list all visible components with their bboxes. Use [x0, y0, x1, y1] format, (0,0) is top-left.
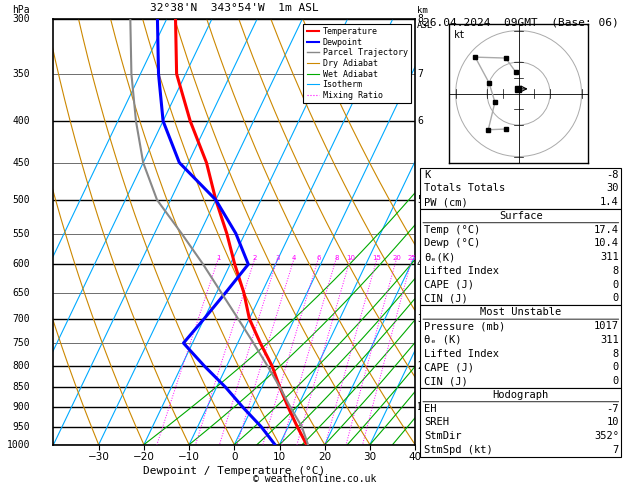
Text: Lifted Index: Lifted Index	[424, 348, 499, 359]
Text: CIN (J): CIN (J)	[424, 294, 468, 303]
Text: Lifted Index: Lifted Index	[424, 266, 499, 276]
Text: Dewp (°C): Dewp (°C)	[424, 239, 480, 248]
Text: K: K	[424, 170, 430, 179]
Text: © weatheronline.co.uk: © weatheronline.co.uk	[253, 473, 376, 484]
Text: Temp (°C): Temp (°C)	[424, 225, 480, 235]
Text: 300: 300	[13, 15, 30, 24]
Text: km: km	[417, 6, 428, 15]
Text: 7: 7	[417, 69, 423, 79]
Text: 550: 550	[13, 228, 30, 239]
Text: 650: 650	[13, 288, 30, 297]
Text: 2: 2	[253, 255, 257, 261]
Text: 15: 15	[372, 255, 382, 261]
Text: CAPE (J): CAPE (J)	[424, 363, 474, 372]
Text: LCL: LCL	[417, 403, 432, 412]
Text: 3: 3	[276, 255, 280, 261]
Text: 8: 8	[613, 348, 619, 359]
Text: 1: 1	[216, 255, 221, 261]
Text: 352°: 352°	[594, 431, 619, 441]
Text: StmDir: StmDir	[424, 431, 462, 441]
Text: ASL: ASL	[417, 21, 433, 30]
Text: 950: 950	[13, 421, 30, 432]
Text: kt: kt	[454, 30, 465, 40]
Text: Totals Totals: Totals Totals	[424, 183, 505, 193]
Text: 311: 311	[600, 252, 619, 262]
Text: 0: 0	[613, 294, 619, 303]
Text: 850: 850	[13, 382, 30, 392]
Text: 5: 5	[417, 195, 423, 205]
Text: 6: 6	[417, 116, 423, 126]
Text: 1: 1	[417, 402, 423, 413]
Text: θₑ (K): θₑ (K)	[424, 335, 462, 345]
Text: CAPE (J): CAPE (J)	[424, 280, 474, 290]
Text: 700: 700	[13, 313, 30, 324]
Text: -8: -8	[606, 170, 619, 179]
Text: 500: 500	[13, 195, 30, 205]
Legend: Temperature, Dewpoint, Parcel Trajectory, Dry Adiabat, Wet Adiabat, Isotherm, Mi: Temperature, Dewpoint, Parcel Trajectory…	[303, 24, 411, 103]
Text: 10: 10	[606, 417, 619, 427]
Text: 7: 7	[613, 445, 619, 455]
Text: 0: 0	[613, 280, 619, 290]
Text: 750: 750	[13, 338, 30, 348]
Text: 30: 30	[606, 183, 619, 193]
Text: CIN (J): CIN (J)	[424, 376, 468, 386]
Text: 10: 10	[346, 255, 355, 261]
Text: 311: 311	[600, 335, 619, 345]
Text: 26.04.2024  09GMT  (Base: 06): 26.04.2024 09GMT (Base: 06)	[423, 17, 619, 27]
Text: 17.4: 17.4	[594, 225, 619, 235]
Text: 350: 350	[13, 69, 30, 79]
Text: θₑ(K): θₑ(K)	[424, 252, 455, 262]
Text: 1017: 1017	[594, 321, 619, 331]
Text: 900: 900	[13, 402, 30, 413]
Text: Surface: Surface	[499, 211, 543, 221]
Text: 8: 8	[334, 255, 338, 261]
Text: 3: 3	[417, 313, 423, 324]
Text: PW (cm): PW (cm)	[424, 197, 468, 207]
X-axis label: Dewpoint / Temperature (°C): Dewpoint / Temperature (°C)	[143, 467, 325, 476]
Text: 4: 4	[417, 259, 423, 269]
Text: 8: 8	[613, 266, 619, 276]
Text: 8: 8	[417, 15, 423, 24]
Text: SREH: SREH	[424, 417, 449, 427]
Text: 450: 450	[13, 157, 30, 168]
Text: 1000: 1000	[6, 440, 30, 450]
Text: 32°38'N  343°54'W  1m ASL: 32°38'N 343°54'W 1m ASL	[150, 3, 319, 13]
Text: 800: 800	[13, 361, 30, 371]
Text: StmSpd (kt): StmSpd (kt)	[424, 445, 493, 455]
Text: 0: 0	[613, 363, 619, 372]
Text: Most Unstable: Most Unstable	[480, 307, 562, 317]
Text: Hodograph: Hodograph	[493, 390, 549, 400]
Text: 20: 20	[392, 255, 401, 261]
Text: 4: 4	[292, 255, 296, 261]
Text: 25: 25	[408, 255, 416, 261]
Text: 6: 6	[316, 255, 321, 261]
Text: Mixing Ratio (g/kg): Mixing Ratio (g/kg)	[461, 176, 470, 288]
Text: EH: EH	[424, 404, 437, 414]
Text: Pressure (mb): Pressure (mb)	[424, 321, 505, 331]
Text: -7: -7	[606, 404, 619, 414]
Text: hPa: hPa	[13, 5, 30, 15]
Text: 10.4: 10.4	[594, 239, 619, 248]
Text: 2: 2	[417, 361, 423, 371]
Text: 600: 600	[13, 259, 30, 269]
Text: 0: 0	[613, 376, 619, 386]
Text: 400: 400	[13, 116, 30, 126]
Text: 1.4: 1.4	[600, 197, 619, 207]
